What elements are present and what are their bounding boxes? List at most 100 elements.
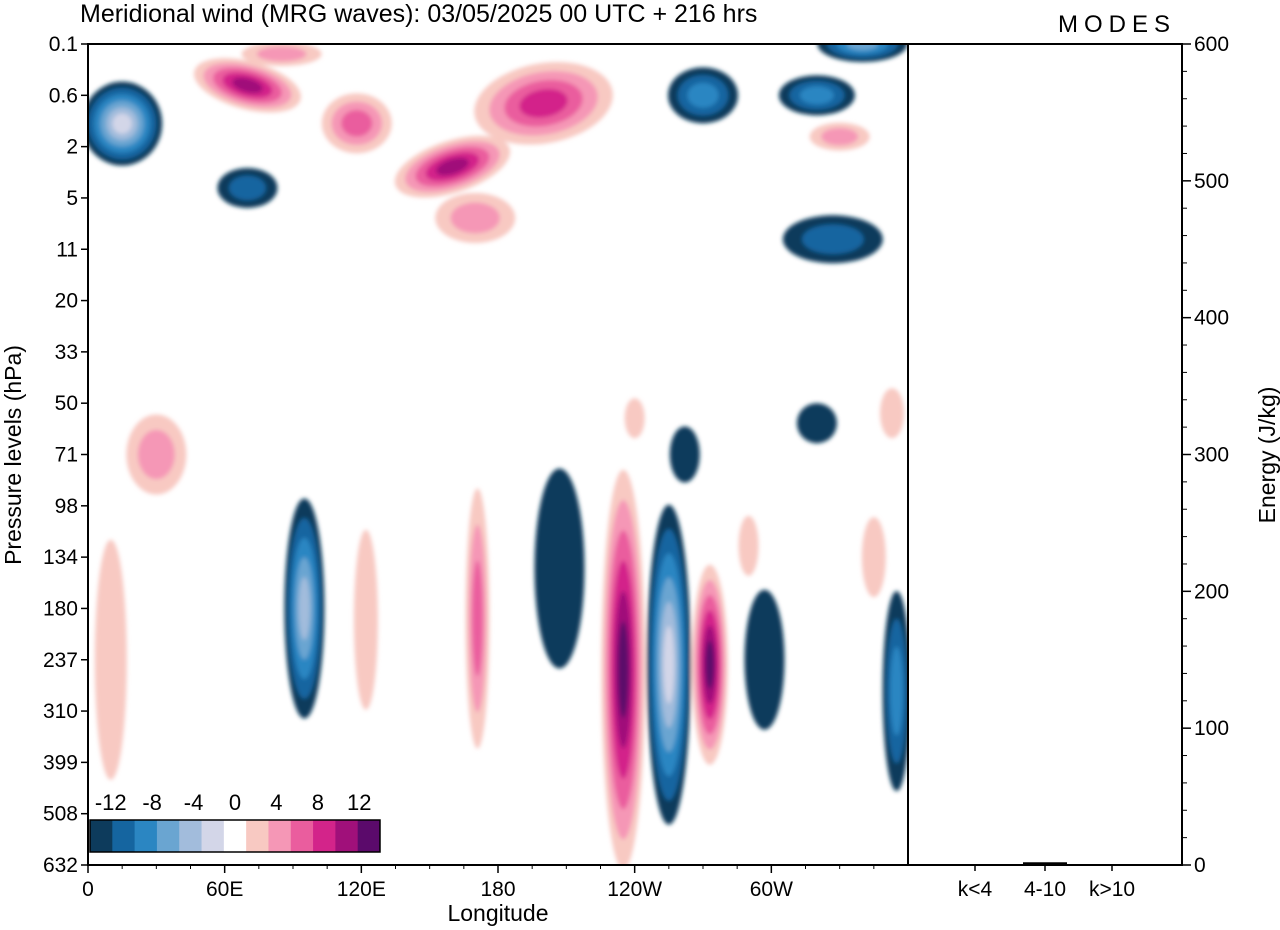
contour-feature xyxy=(624,398,645,439)
energy-bar xyxy=(953,864,997,866)
energy-tick-label: 400 xyxy=(1194,307,1229,330)
energy-bar xyxy=(1090,864,1134,866)
x-tick-label: 120E xyxy=(337,878,386,901)
contour-feature xyxy=(882,591,908,792)
colorbar-frame xyxy=(89,819,381,853)
colorbar-swatch xyxy=(335,820,359,852)
contour-feature xyxy=(353,529,378,710)
y-tick-label: 5 xyxy=(66,187,78,210)
y-tick-label: 2 xyxy=(66,136,78,159)
colorbar-label: 0 xyxy=(229,790,241,815)
colorbar-label: 12 xyxy=(347,790,371,815)
energy-tick-label: 0 xyxy=(1194,854,1206,877)
colorbar-swatch xyxy=(268,820,292,852)
contour-feature xyxy=(796,403,837,444)
y-tick-label: 310 xyxy=(43,700,78,723)
y-tick-label: 0.6 xyxy=(49,84,78,107)
contour-feature xyxy=(861,517,886,598)
contour-feature xyxy=(669,426,700,483)
y-tick-label: 134 xyxy=(43,546,78,569)
colorbar-swatch xyxy=(357,820,381,852)
y-axis-ticks: 0.1 0.6 2 5 11 20 33 50 71 98 134 180 237 310 399 508 63… xyxy=(43,33,88,877)
contour-feature xyxy=(474,62,613,145)
colorbar-swatch xyxy=(112,820,136,852)
energy-tick-label: 500 xyxy=(1194,170,1229,193)
contour-feature xyxy=(782,215,883,264)
energy-axis-label: Energy (J/kg) xyxy=(1254,387,1280,524)
chart-title: Meridional wind (MRG waves): 03/05/2025 … xyxy=(80,0,757,28)
energy-axis-ticks: 0 100 200 300 400 500 600 xyxy=(1182,33,1229,877)
contour-feature xyxy=(241,44,322,66)
y-tick-label: 0.1 xyxy=(49,33,78,56)
energy-category-label: k>10 xyxy=(1089,878,1135,901)
energy-tick-label: 300 xyxy=(1194,444,1229,467)
colorbar: -12 -8 -4 0 4 8 12 xyxy=(89,790,381,853)
colorbar-swatch xyxy=(90,820,113,852)
colorbar-swatch xyxy=(201,820,225,852)
colorbar-label: -8 xyxy=(142,790,162,815)
x-axis-ticks: 0 60E 120E 180 120W 60W xyxy=(82,865,875,901)
contour-feature xyxy=(738,515,759,576)
x-tick-label: 60W xyxy=(750,878,793,901)
y-tick-label: 237 xyxy=(43,649,78,672)
contour-feature xyxy=(217,167,278,208)
contour-feature xyxy=(809,122,870,151)
y-tick-label: 508 xyxy=(43,803,78,826)
y-tick-label: 632 xyxy=(43,854,78,877)
x-tick-label: 120W xyxy=(607,878,662,901)
colorbar-label: 4 xyxy=(270,790,282,815)
contour-feature xyxy=(880,388,905,439)
colorbar-swatch xyxy=(246,820,269,852)
colorbar-label: 8 xyxy=(312,790,324,815)
energy-bars xyxy=(953,862,1134,866)
contour-plot-area xyxy=(88,44,908,865)
y-tick-label: 50 xyxy=(55,392,78,415)
contour-feature xyxy=(668,67,738,124)
energy-category-label: k<4 xyxy=(958,878,993,901)
colorbar-swatch xyxy=(290,820,314,852)
y-axis-label: Pressure levels (hPa) xyxy=(0,345,26,565)
energy-tick-label: 600 xyxy=(1194,33,1229,56)
colorbar-label: -4 xyxy=(184,790,204,815)
x-tick-label: 180 xyxy=(480,878,515,901)
contour-feature xyxy=(435,192,516,243)
energy-tick-label: 200 xyxy=(1194,580,1229,603)
energy-tick-label: 100 xyxy=(1194,717,1229,740)
modes-logo: MODES xyxy=(1058,11,1176,38)
contour-feature xyxy=(465,488,490,749)
contour-feature xyxy=(126,414,187,495)
y-tick-label: 71 xyxy=(55,444,78,467)
contour-feature xyxy=(817,44,908,62)
contour-feature xyxy=(691,564,728,765)
contour-feature xyxy=(94,539,127,780)
contour-feature xyxy=(284,498,325,719)
contour-feature xyxy=(646,504,691,825)
colorbar-swatch xyxy=(313,820,336,852)
energy-bar xyxy=(1023,862,1067,865)
contour-feature xyxy=(534,468,585,669)
energy-plot-frame xyxy=(907,43,1183,866)
contour-feature xyxy=(394,135,511,198)
contour-feature xyxy=(601,469,646,865)
x-tick-label: 60E xyxy=(206,878,243,901)
colorbar-label: -12 xyxy=(95,790,127,815)
energy-category-label: 4-10 xyxy=(1024,878,1066,901)
y-tick-label: 11 xyxy=(56,238,78,261)
contour-feature xyxy=(88,81,163,166)
contour-feature xyxy=(744,589,785,730)
x-tick-label: 0 xyxy=(82,878,94,901)
y-tick-label: 180 xyxy=(43,597,78,620)
contour-feature xyxy=(321,93,392,154)
colorbar-swatch xyxy=(134,820,158,852)
contour-feature xyxy=(778,75,855,116)
y-tick-label: 20 xyxy=(55,290,78,313)
contour-feature xyxy=(193,58,301,113)
colorbar-swatch xyxy=(223,820,247,852)
energy-category-ticks: k<4 4-10 k>10 xyxy=(958,865,1135,901)
y-tick-label: 33 xyxy=(55,341,78,364)
colorbar-swatch xyxy=(179,820,203,852)
y-tick-label: 98 xyxy=(55,495,78,518)
y-tick-label: 399 xyxy=(43,751,78,774)
x-axis-label: Longitude xyxy=(447,900,548,926)
